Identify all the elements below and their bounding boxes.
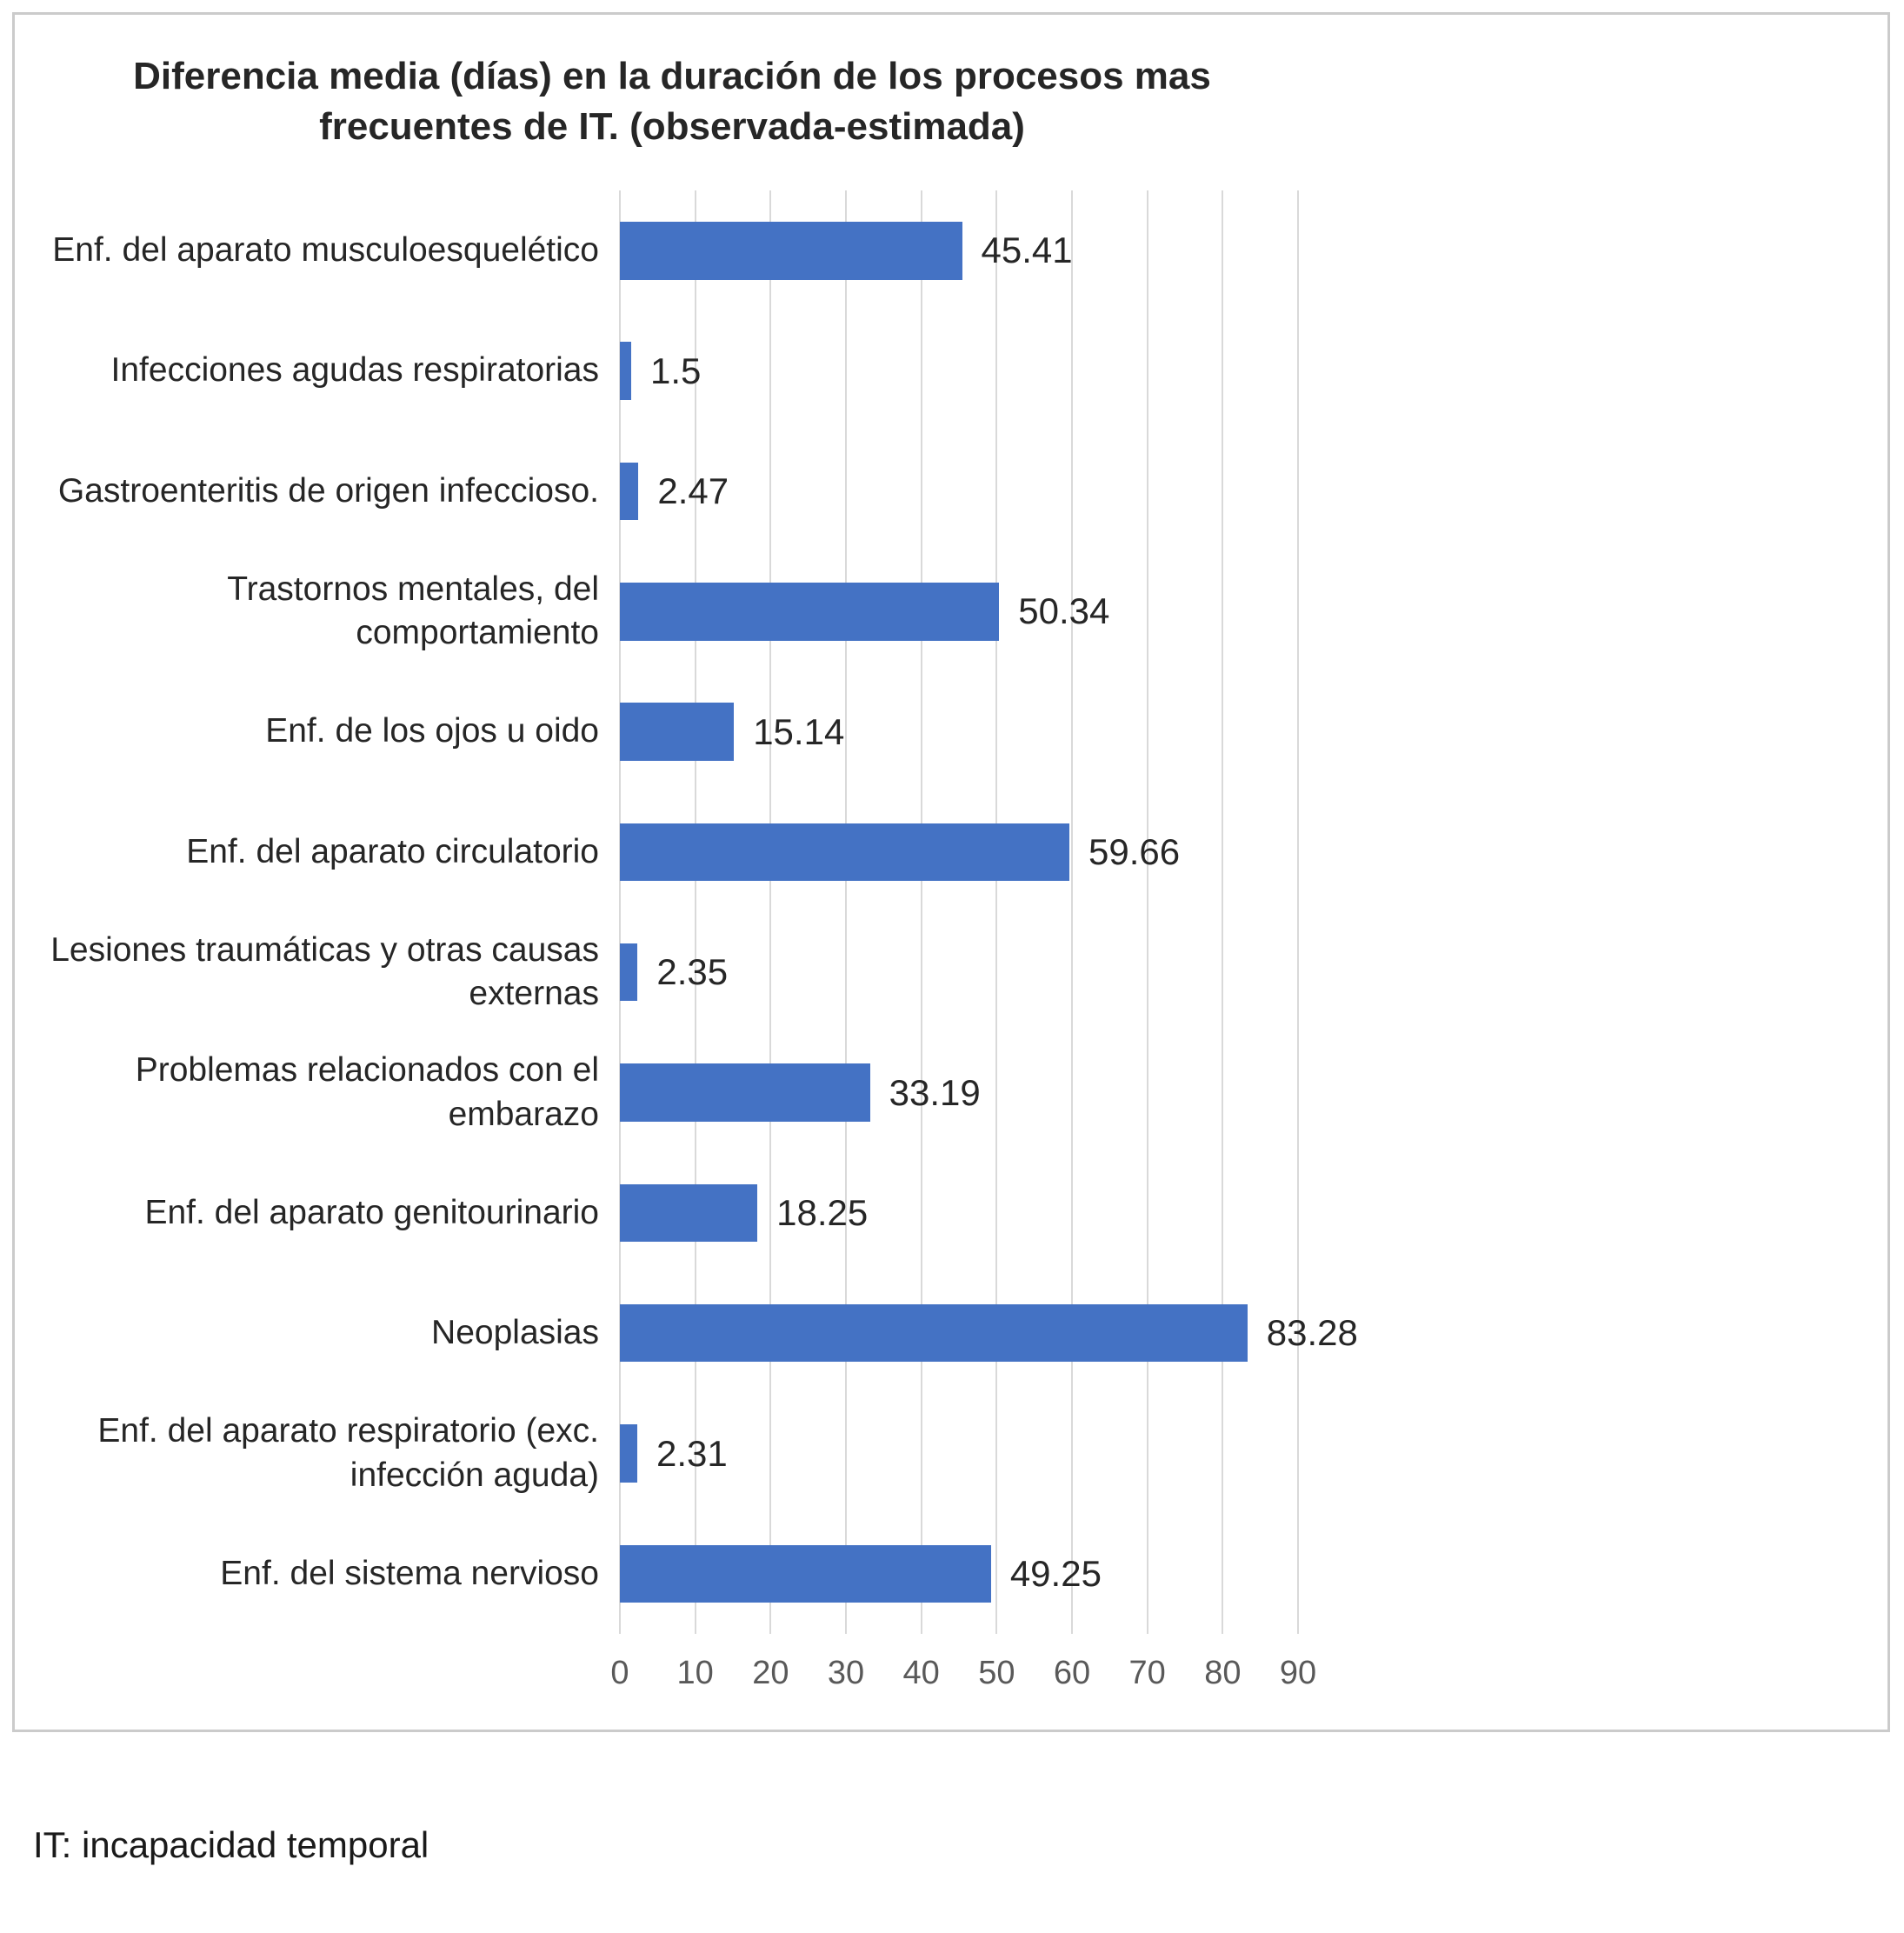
bar: [620, 222, 962, 280]
bar: [620, 583, 1000, 641]
category-label: Infecciones agudas respiratorias: [110, 351, 599, 390]
x-axis-tick-label: 60: [1053, 1655, 1091, 1692]
bar-value-label: 33.19: [889, 1071, 981, 1113]
gridline: [1222, 190, 1224, 1635]
bar: [620, 1304, 1248, 1363]
bar-row: 2.31: [620, 1393, 1298, 1513]
bar-row: 2.35: [620, 912, 1298, 1032]
bar: [620, 703, 735, 761]
chart-area: Diferencia media (días) en la duración d…: [12, 12, 1890, 1732]
bar-row: 83.28: [620, 1273, 1358, 1393]
x-axis-tick-label: 70: [1128, 1655, 1166, 1692]
chart-title: Diferencia media (días) en la duración d…: [46, 51, 1298, 152]
chart-title-line1: Diferencia media (días) en la duración d…: [133, 55, 1211, 97]
bar: [620, 462, 639, 521]
bar-value-label: 2.31: [656, 1432, 728, 1474]
x-axis-tick-label: 80: [1204, 1655, 1242, 1692]
x-axis-tick-label: 40: [902, 1655, 940, 1692]
bar-value-label: 49.25: [1009, 1552, 1102, 1594]
bar-row: 49.25: [620, 1514, 1298, 1634]
x-axis-tick-label: 90: [1279, 1655, 1317, 1692]
bar-row: 50.34: [620, 551, 1298, 671]
bar: [620, 342, 631, 400]
bar-row: 45.41: [620, 190, 1298, 310]
gridline: [844, 190, 847, 1635]
category-labels: Enf. del aparato musculoesquelético Infec…: [46, 190, 620, 1634]
bar-value-label: 59.66: [1088, 830, 1181, 872]
x-axis-tick-label: 50: [978, 1655, 1015, 1692]
chart-body: Enf. del aparato musculoesquelético Infec…: [46, 190, 1887, 1635]
category-label: Trastornos mentales, del comportamiento: [227, 570, 599, 652]
bar-value-label: 18.25: [776, 1191, 869, 1233]
bar: [620, 1183, 758, 1243]
bar-value-label: 2.35: [656, 951, 729, 993]
category-label: Neoplasias: [431, 1313, 599, 1351]
x-axis-tick-label: 30: [827, 1655, 865, 1692]
bar-value-label: 50.34: [1018, 590, 1110, 632]
chart-title-line2: frecuentes de IT. (observada-estimada): [319, 105, 1025, 149]
bar-row: 1.5: [620, 310, 1298, 430]
x-axis: 0 10 20 30 40 50 60 70 80 90: [610, 1634, 1316, 1709]
category-label: Enf. del aparato genitourinario: [144, 1193, 599, 1231]
bar-row: 59.66: [620, 792, 1298, 912]
x-axis-tick-label: 10: [676, 1655, 714, 1692]
gridline: [619, 190, 621, 1635]
bar: [620, 823, 1070, 882]
category-label: Enf. del sistema nervioso: [220, 1554, 599, 1592]
category-label: Enf. de los ojos u oido: [265, 712, 599, 750]
bar-value-label: 1.5: [650, 350, 702, 391]
category-label: Enf. del aparato respiratorio (exc. infe…: [97, 1411, 599, 1494]
x-axis-tick-label: 0: [610, 1655, 629, 1692]
category-label: Enf. del aparato circulatorio: [186, 832, 599, 870]
bar-value-label: 83.28: [1266, 1312, 1358, 1354]
bar-row: 18.25: [620, 1153, 1298, 1273]
bar-value-label: 2.47: [657, 470, 729, 511]
category-label: Gastroenteritis de origen infeccioso.: [57, 471, 599, 510]
gridline: [1146, 190, 1148, 1635]
plot-area: 45.41 1.5 2.47 50.34 15.14 59.66 2.35 33.19 18.2…: [619, 190, 1358, 1635]
bar: [620, 943, 638, 1002]
footnote: IT: incapacidad temporal: [33, 1824, 429, 1865]
bar-row: 2.47: [620, 431, 1298, 551]
bar: [620, 1424, 638, 1483]
bar: [620, 1063, 870, 1122]
category-label: Enf. del aparato musculoesquelético: [52, 230, 599, 269]
category-label: Lesiones traumáticas y otras causas exte…: [50, 930, 599, 1013]
gridline: [694, 190, 696, 1635]
gridline: [995, 190, 998, 1635]
bar-row: 15.14: [620, 671, 1298, 791]
bar: [620, 1544, 991, 1603]
gridline: [920, 190, 922, 1635]
x-axis-tick-label: 20: [752, 1655, 789, 1692]
category-label: Problemas relacionados con el embarazo: [135, 1050, 599, 1133]
bar-value-label: 15.14: [753, 710, 845, 752]
gridline: [1070, 190, 1073, 1635]
bar-row: 33.19: [620, 1032, 1298, 1152]
gridline: [769, 190, 772, 1635]
bar-value-label: 45.41: [981, 230, 1073, 271]
gridline: [1297, 190, 1299, 1635]
